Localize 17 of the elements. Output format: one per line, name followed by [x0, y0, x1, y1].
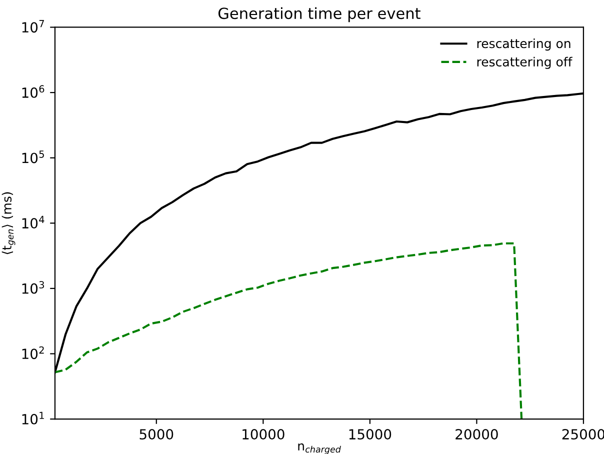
- legend-label: rescattering off: [477, 56, 572, 69]
- y-tick-label: 10$^{6}$: [22, 85, 44, 98]
- y-axis-title: ⟨t$_{gen}$⟩ (ms): [2, 192, 16, 254]
- x-tick-label: 20000: [456, 429, 498, 440]
- x-tick-label: 10000: [242, 429, 284, 440]
- y-tick-label: 10$^{3}$: [22, 281, 44, 294]
- y-tick-label: 10$^{2}$: [22, 346, 44, 360]
- y-tick-label: 10$^{4}$: [22, 216, 44, 229]
- chart-title: Generation time per event: [218, 7, 420, 22]
- y-tick-label: 10$^{7}$: [22, 20, 44, 33]
- y-tick-label: 10$^{5}$: [22, 150, 44, 164]
- y-tick-label: 10$^{1}$: [22, 412, 44, 424]
- x-tick-label: 15000: [349, 429, 392, 440]
- x-tick-label: 5000: [140, 429, 174, 440]
- legend-label: rescattering on: [477, 38, 570, 51]
- line-series: [54, 242, 523, 420]
- x-axis-title: n$_{charged}$: [298, 443, 341, 454]
